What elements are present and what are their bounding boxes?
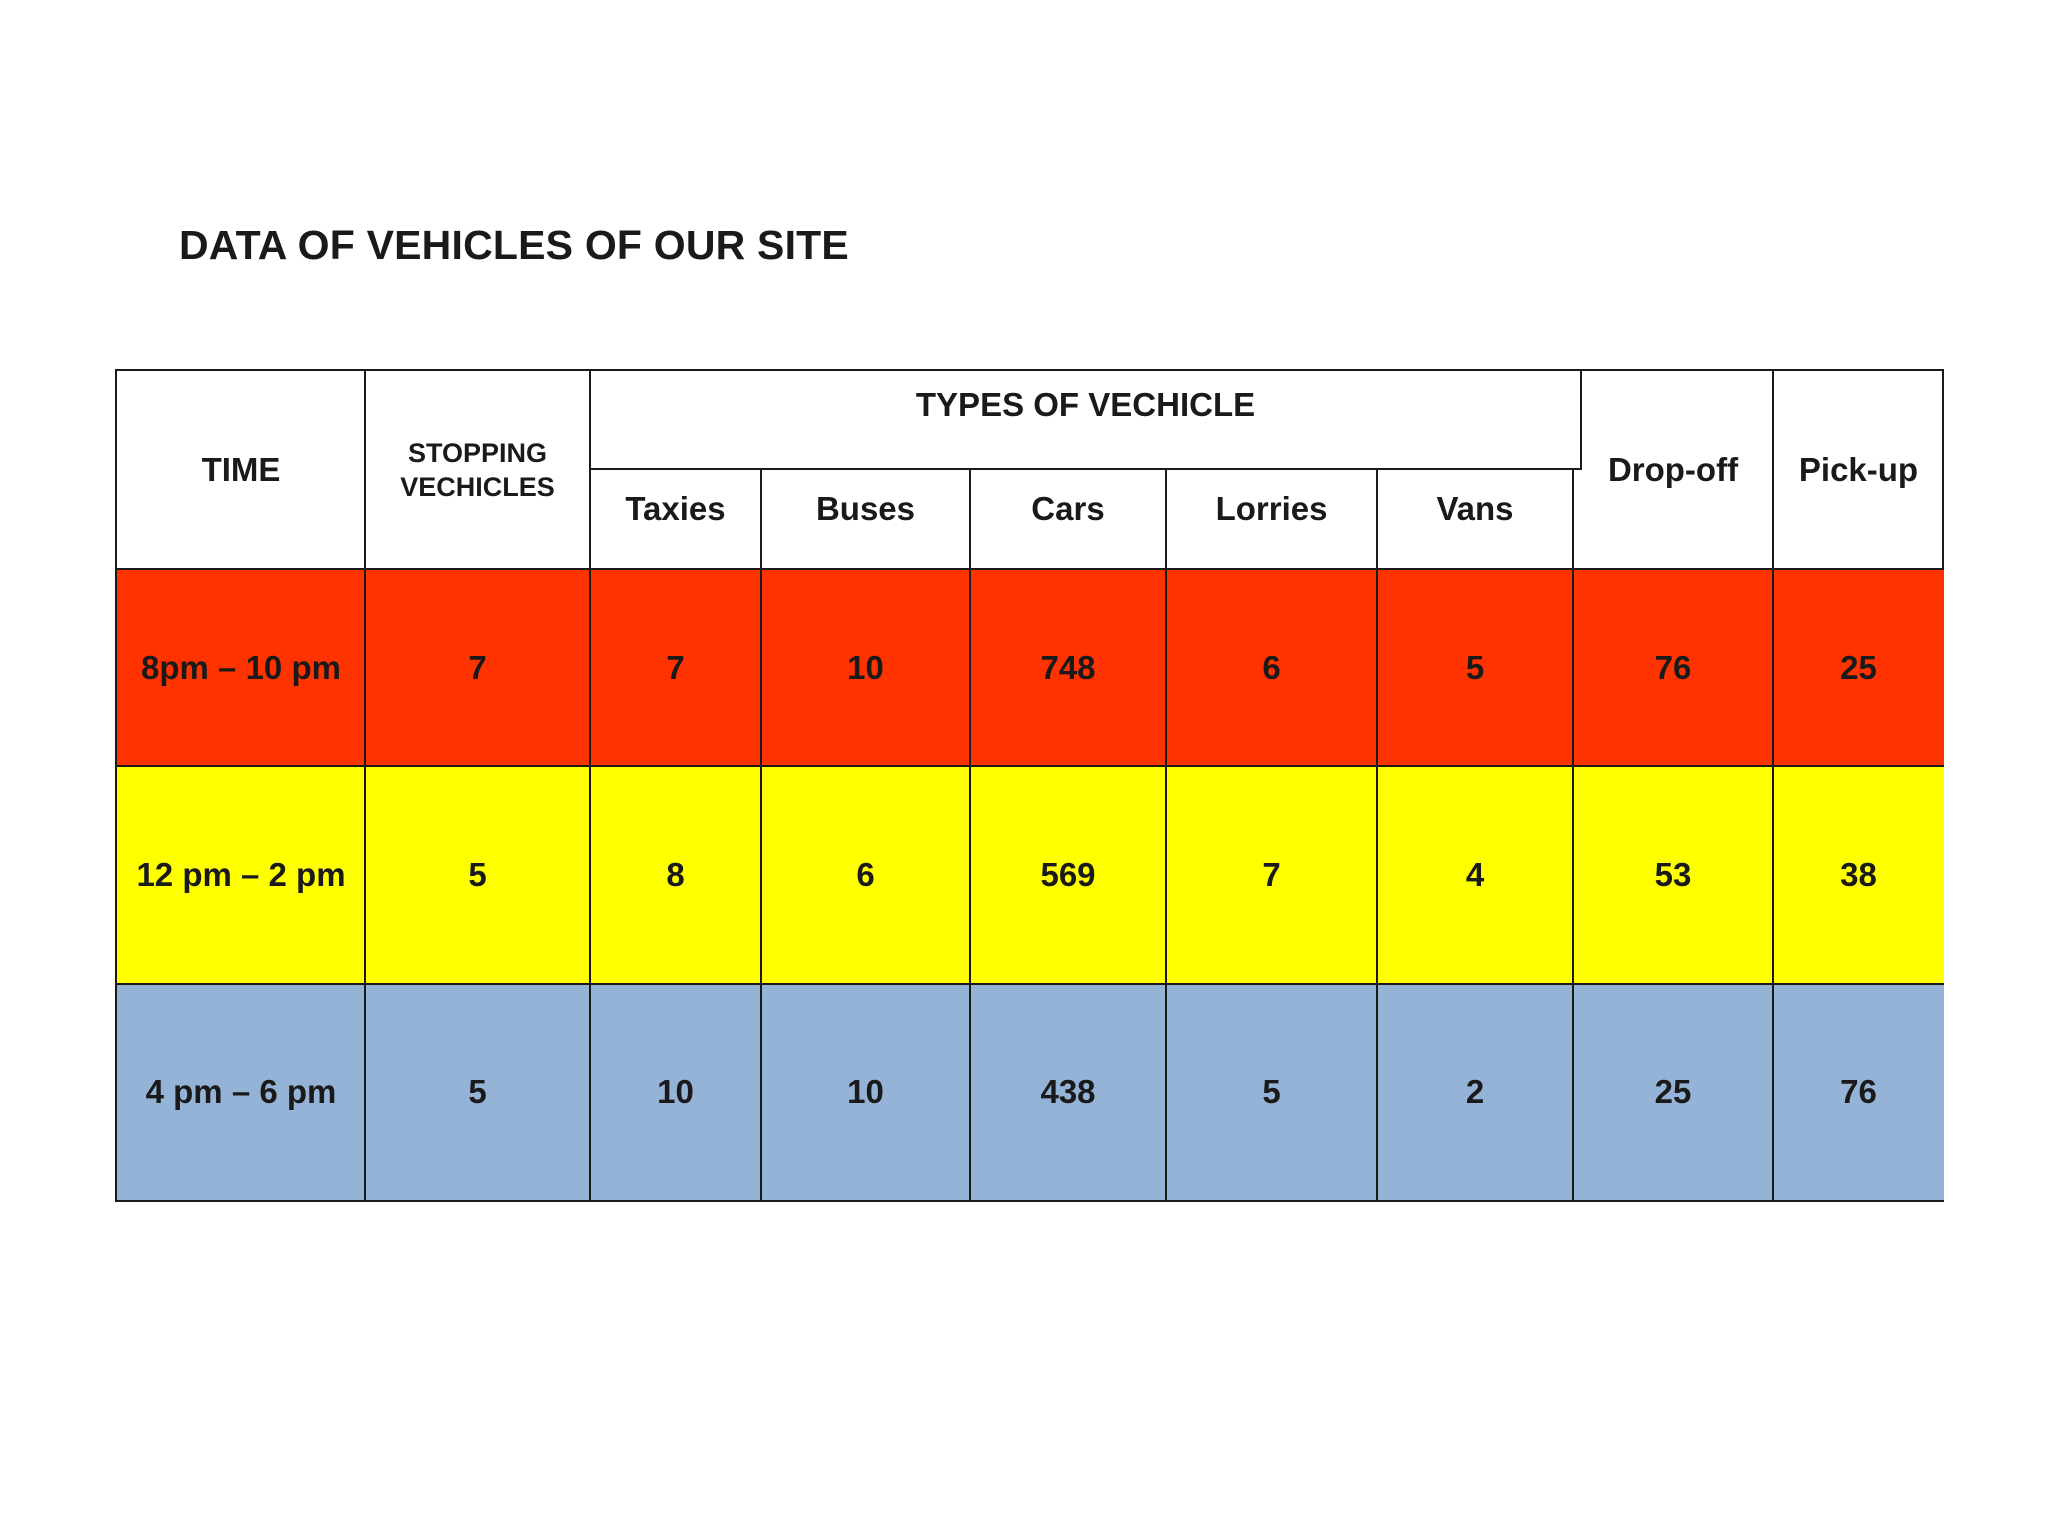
vehicle-data-table: TIME STOPPING VECHICLES TYPES OF VECHICL… [115,369,1944,1202]
row-cars-cell: 438 [1040,1073,1096,1110]
grid-line [1572,469,1574,1200]
grid-line [1580,371,1582,469]
row-vans-cell: 5 [1465,648,1485,686]
row-stopping-cell: 5 [468,1073,487,1110]
document-title: DATA OF VEHICLES OF OUR SITE [179,222,849,268]
row-stopping-cell: 7 [468,648,487,686]
grid-line [117,568,1944,570]
header-lorries: Lorries [1215,490,1328,527]
header-pick-up: Pick-up [1798,451,1919,488]
row-cars-cell: 748 [1040,648,1096,686]
row-lorries-cell: 5 [1262,1073,1281,1110]
row-pickup-cell: 38 [1840,856,1877,893]
row-taxies-cell: 10 [657,1073,694,1110]
row-taxies-cell: 7 [666,648,685,686]
row-pickup-cell: 76 [1840,1073,1877,1110]
row-time-cell: 12 pm – 2 pm [136,856,346,893]
table-row [117,984,1944,1200]
row-dropoff-cell: 25 [1654,1073,1692,1110]
row-lorries-cell: 6 [1262,648,1281,686]
row-vans-cell: 2 [1465,1073,1485,1110]
row-taxies-cell: 8 [666,856,685,893]
table-row [117,766,1944,984]
header-types-of-vehicle: TYPES OF VECHICLE [915,386,1256,423]
row-cars-cell: 569 [1040,856,1096,893]
row-time-cell: 8pm – 10 pm [141,648,341,686]
row-dropoff-cell: 53 [1654,856,1692,893]
grid-line [117,983,1944,985]
row-time-cell: 4 pm – 6 pm [145,1073,337,1110]
grid-line [969,469,971,1200]
header-cars: Cars [1031,490,1105,527]
header-buses: Buses [815,490,916,527]
header-vans: Vans [1436,490,1514,527]
header-stopping-line2: VECHICLES [400,472,555,502]
table-row [117,569,1944,766]
grid-line [1772,371,1774,1200]
header-taxies: Taxies [625,490,726,527]
row-lorries-cell: 7 [1262,856,1281,893]
grid-line [1376,469,1378,1200]
row-vans-cell: 4 [1465,856,1485,893]
grid-line [117,765,1944,767]
grid-line [589,371,591,1200]
header-drop-off: Drop-off [1607,451,1739,488]
header-stopping-line1: STOPPING [407,438,548,468]
grid-line [364,371,366,1200]
grid-line [589,468,1582,470]
row-buses-cell: 6 [856,856,875,893]
row-buses-cell: 10 [847,1073,884,1110]
grid-line [760,469,762,1200]
grid-line [1165,469,1167,1200]
row-buses-cell: 10 [847,648,884,686]
row-pickup-cell: 25 [1840,648,1877,686]
header-stopping-vehicles: STOPPING VECHICLES [365,371,590,569]
header-time: TIME [201,451,281,488]
row-stopping-cell: 5 [468,856,487,893]
row-dropoff-cell: 76 [1654,648,1692,686]
